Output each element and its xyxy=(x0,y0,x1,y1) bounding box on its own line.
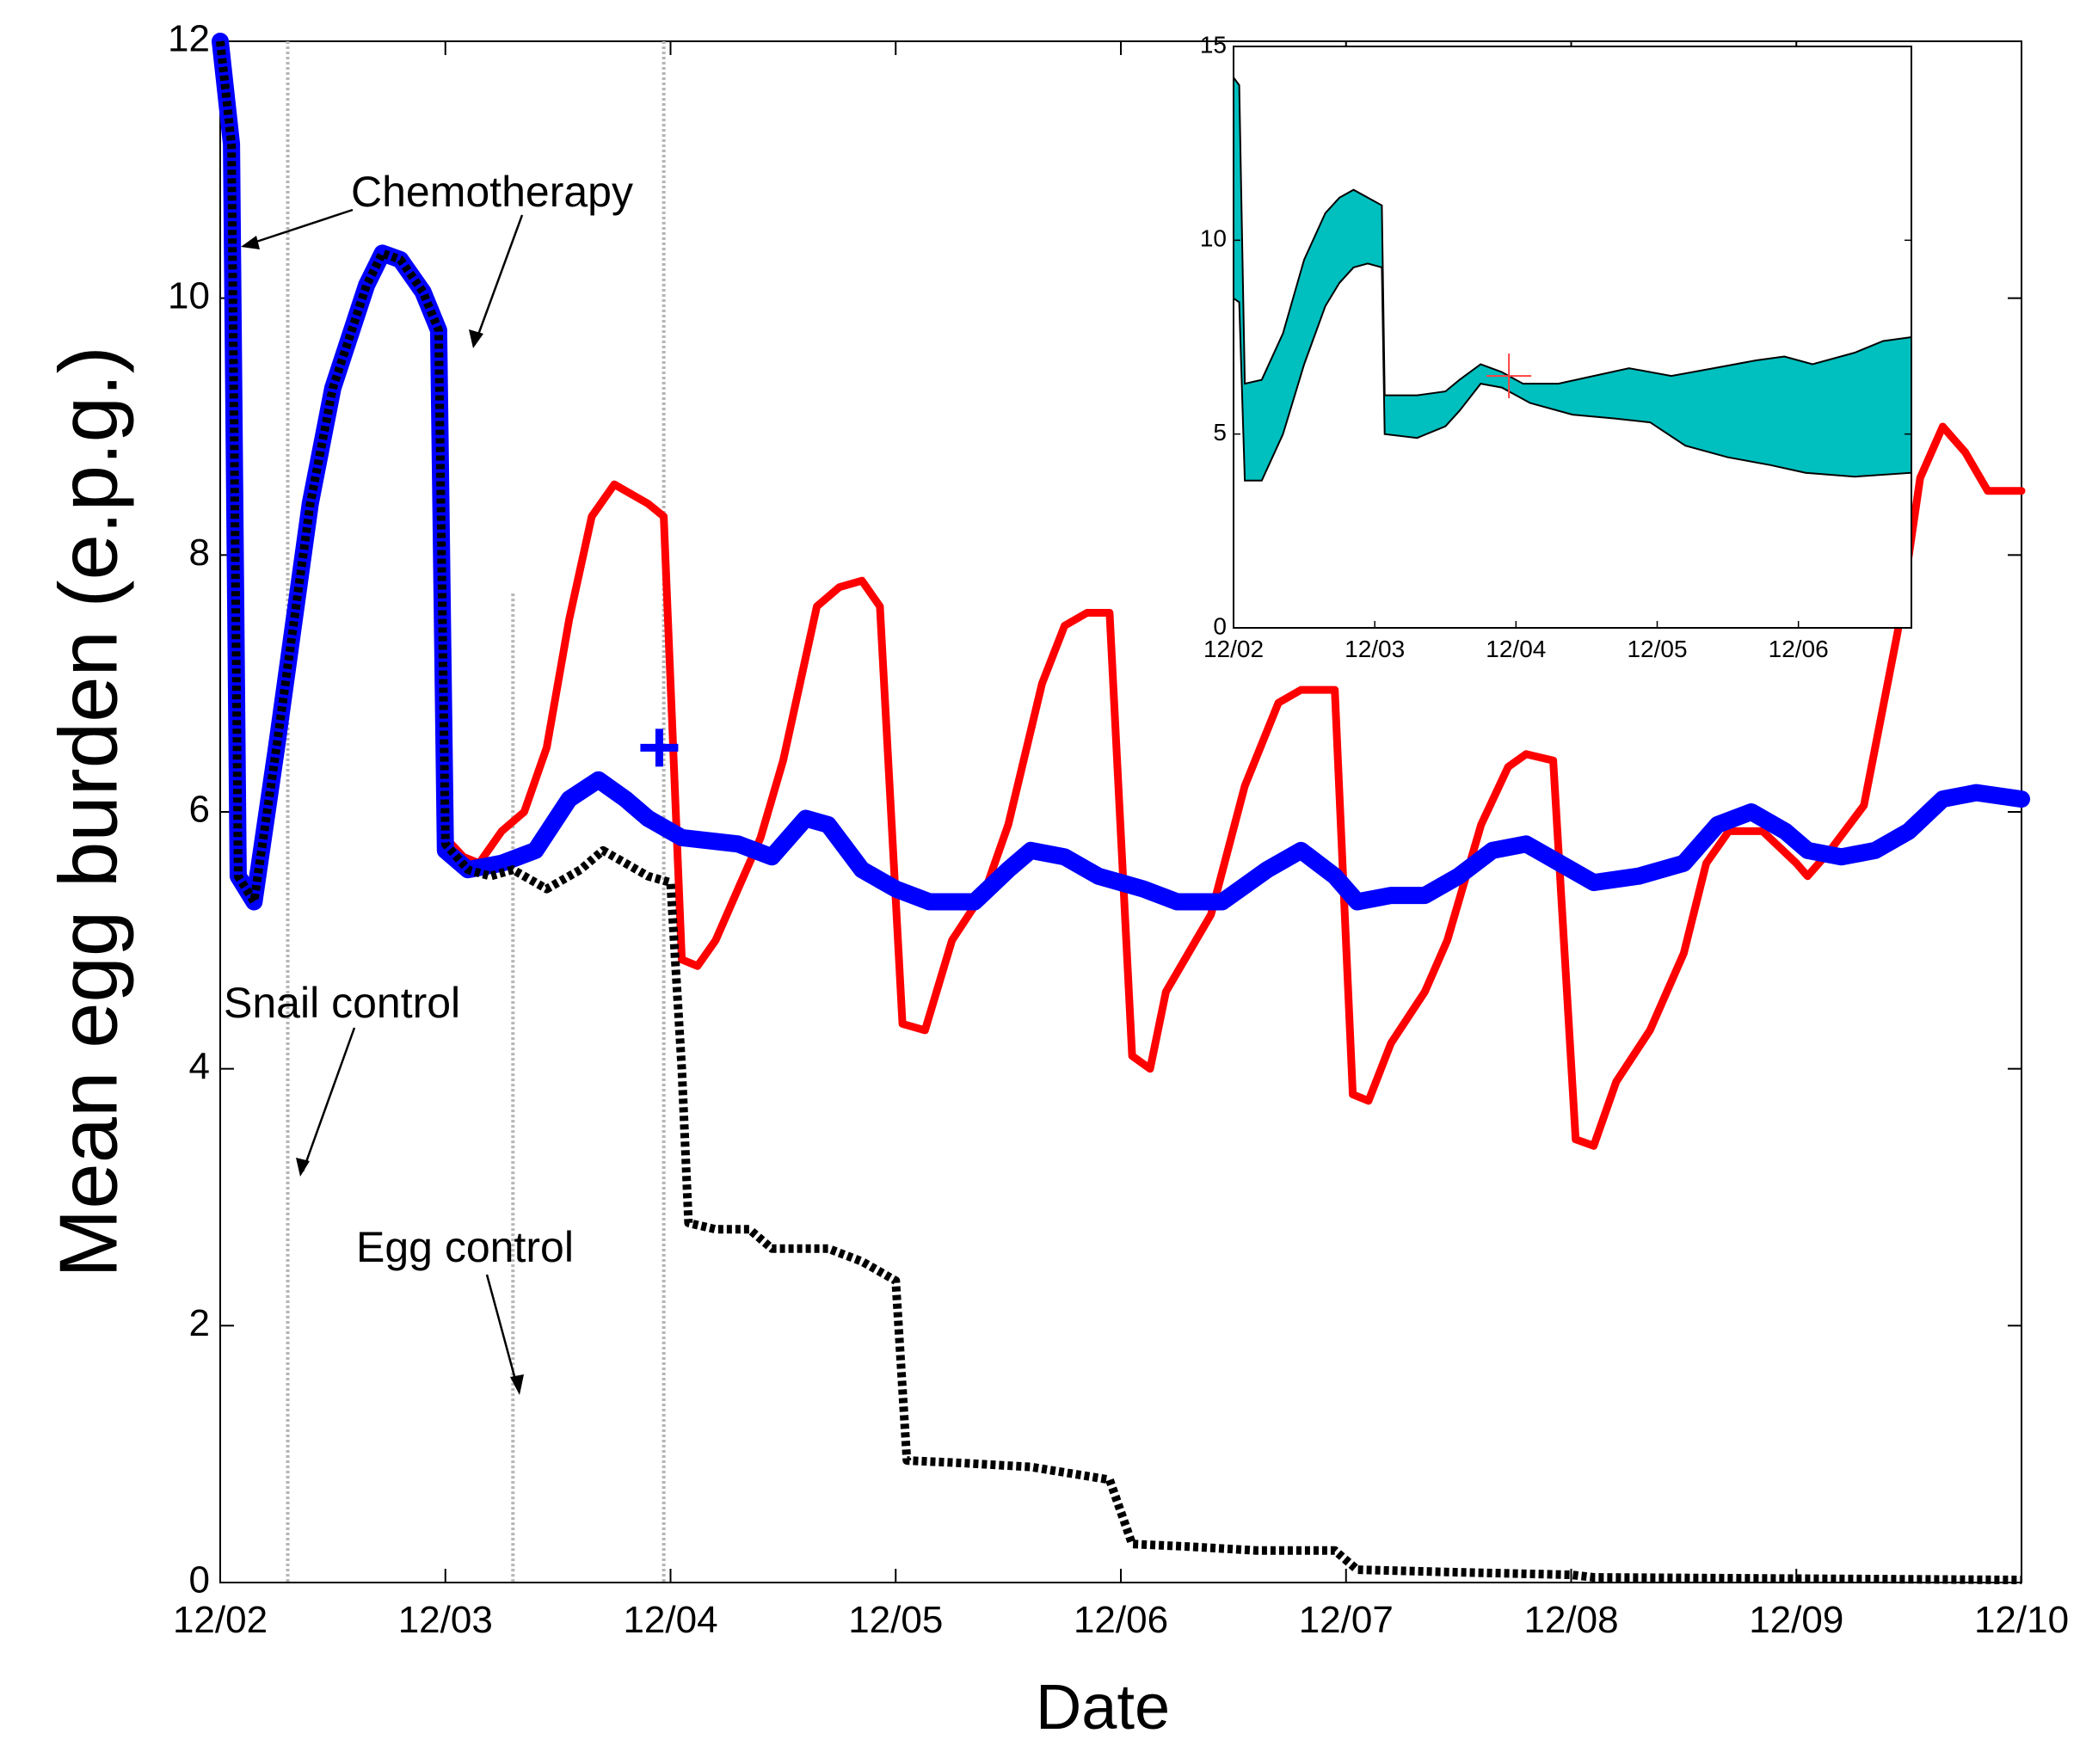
y-tick-label: 2 xyxy=(189,1302,210,1344)
series-group xyxy=(212,33,2030,1584)
inset-y-axis-ticks: 0 5 10 15 xyxy=(1200,31,1911,639)
inset-band-group xyxy=(1233,75,1912,482)
chemotherapy-arrowhead-left xyxy=(241,236,260,249)
x-tick-label: 12/08 xyxy=(1523,1599,1618,1641)
inset-x-axis-ticks: 12/02 12/03 12/04 12/05 12/06 xyxy=(1203,621,1829,662)
y-axis-label: Mean egg burden (e.p.g.) xyxy=(42,346,134,1277)
inset-chart: 12/02 12/03 12/04 12/05 12/06 0 5 10 15 xyxy=(1200,31,1912,662)
x-tick-label: 12/05 xyxy=(848,1599,943,1641)
x-tick-label: 12/04 xyxy=(623,1599,717,1641)
y-tick-label: 0 xyxy=(189,1559,210,1601)
inset-x-tick-label: 12/03 xyxy=(1345,636,1405,662)
inset-red-cross-marker xyxy=(1486,353,1532,399)
inset-x-tick-label: 12/04 xyxy=(1486,636,1546,662)
inset-x-tick-label: 12/05 xyxy=(1627,636,1687,662)
chemotherapy-annotation: Chemotherapy xyxy=(351,168,633,216)
inset-marker-group xyxy=(1486,353,1532,399)
egg-control-arrow xyxy=(485,1274,520,1390)
y-axis-ticks: 0 2 4 6 8 10 12 xyxy=(168,18,2022,1601)
x-axis-label: Date xyxy=(1036,1671,1170,1742)
y-tick-label: 6 xyxy=(189,789,210,831)
y-tick-label: 10 xyxy=(168,274,210,317)
x-tick-label: 12/07 xyxy=(1299,1599,1394,1641)
inset-y-tick-label: 0 xyxy=(1213,612,1227,639)
chemotherapy-arrow-right xyxy=(473,214,524,345)
inset-x-tick-label: 12/06 xyxy=(1769,636,1829,662)
inset-plot-frame xyxy=(1233,46,1912,629)
x-tick-label: 12/03 xyxy=(398,1599,493,1641)
inset-y-tick-label: 10 xyxy=(1200,225,1227,252)
snail-control-arrowhead xyxy=(296,1158,310,1177)
x-tick-label: 12/10 xyxy=(1974,1599,2069,1641)
snail-control-annotation: Snail control xyxy=(224,979,460,1027)
y-tick-label: 8 xyxy=(189,532,210,574)
x-tick-label: 12/02 xyxy=(173,1599,268,1641)
vertical-marker-lines xyxy=(286,41,666,1583)
x-axis-ticks: 12/02 12/03 12/04 12/05 12/06 12/07 12/08 12/09… xyxy=(173,41,2069,1641)
y-tick-label: 4 xyxy=(189,1045,210,1087)
inset-uncertainty-band xyxy=(1233,75,1912,482)
inset-y-tick-label: 15 xyxy=(1200,31,1227,58)
marker-group xyxy=(640,728,679,767)
chemotherapy-arrow-left xyxy=(243,208,354,248)
chemotherapy-snail-and-egg-control-line xyxy=(216,40,2022,1584)
egg-control-annotation: Egg control xyxy=(356,1223,574,1271)
x-tick-label: 12/06 xyxy=(1074,1599,1168,1641)
egg-control-arrowhead xyxy=(510,1374,524,1395)
y-tick-label: 12 xyxy=(168,18,210,60)
chemotherapy-arrowhead-right xyxy=(469,329,483,348)
snail-control-arrow xyxy=(301,1027,356,1172)
inset-x-tick-label: 12/02 xyxy=(1203,636,1264,662)
inset-y-tick-label: 5 xyxy=(1213,419,1227,446)
x-tick-label: 12/09 xyxy=(1749,1599,1843,1641)
blue-plus-marker xyxy=(640,728,679,767)
